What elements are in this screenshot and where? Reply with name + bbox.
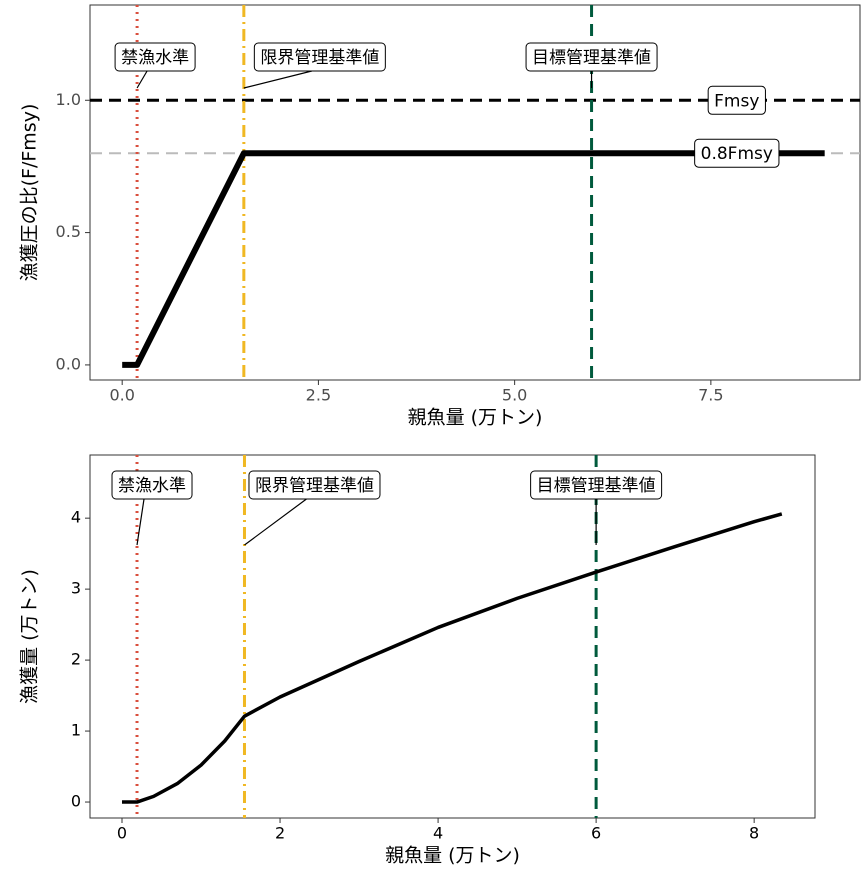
plot-frame [89, 4, 861, 381]
label-box: 限界管理基準値 [253, 42, 386, 72]
y-tick-label: 4 [71, 508, 81, 527]
x-tick-label: 0.0 [109, 386, 134, 405]
plot-frame [89, 454, 816, 819]
y-axis-label: 漁獲量 (万トン) [19, 569, 41, 704]
x-axis-label: 親魚量 (万トン) [408, 407, 543, 429]
x-tick-label: 8 [749, 824, 759, 843]
label-box: 禁漁水準 [111, 470, 193, 500]
label-box: 目標管理基準値 [525, 42, 658, 72]
y-tick-label: 0 [71, 792, 81, 811]
y-tick-label: 1 [71, 721, 81, 740]
x-tick-label: 6 [591, 824, 601, 843]
annotation: 限界管理基準値 [260, 48, 379, 68]
label-frame [530, 470, 663, 500]
label-box: 0.8Fmsy [694, 138, 780, 168]
leader-line [136, 498, 145, 546]
data-line [122, 150, 825, 368]
annotation: 禁漁水準 [118, 476, 186, 496]
x-tick-label: 2 [275, 824, 285, 843]
label-frame [253, 42, 386, 72]
x-tick-label: 7.5 [698, 386, 723, 405]
y-tick-label: 3 [71, 579, 81, 598]
y-axis-label: 漁獲圧の比(F/Fmsy) [19, 104, 41, 282]
label-box: 限界管理基準値 [248, 470, 381, 500]
x-tick-label: 0 [117, 824, 127, 843]
y-tick-label: 2 [71, 650, 81, 669]
label-box: 禁漁水準 [114, 42, 196, 72]
x-tick-label: 5.0 [502, 386, 527, 405]
leader-line [244, 498, 307, 546]
annotation: 目標管理基準値 [532, 48, 651, 68]
annotation: 0.8Fmsy [701, 144, 773, 164]
label-frame [694, 138, 780, 168]
y-tick-label: 1.0 [56, 90, 81, 109]
label-frame [525, 42, 658, 72]
data-line [122, 512, 783, 804]
label-box: 目標管理基準値 [530, 470, 663, 500]
x-axis-label: 親魚量 (万トン) [385, 845, 520, 867]
annotation: 限界管理基準値 [255, 476, 374, 496]
label-frame [248, 470, 381, 500]
label-frame [114, 42, 196, 72]
leader-line [243, 70, 312, 89]
annotation: 禁漁水準 [121, 48, 189, 68]
annotation: Fmsy [714, 91, 759, 111]
leader-line [136, 70, 148, 89]
y-tick-label: 0.5 [56, 222, 81, 241]
label-frame [111, 470, 193, 500]
label-box: Fmsy [707, 85, 766, 115]
annotation: 目標管理基準値 [537, 476, 656, 496]
label-frame [707, 85, 766, 115]
x-tick-label: 2.5 [306, 386, 331, 405]
y-tick-label: 0.0 [56, 354, 81, 373]
x-tick-label: 4 [433, 824, 443, 843]
